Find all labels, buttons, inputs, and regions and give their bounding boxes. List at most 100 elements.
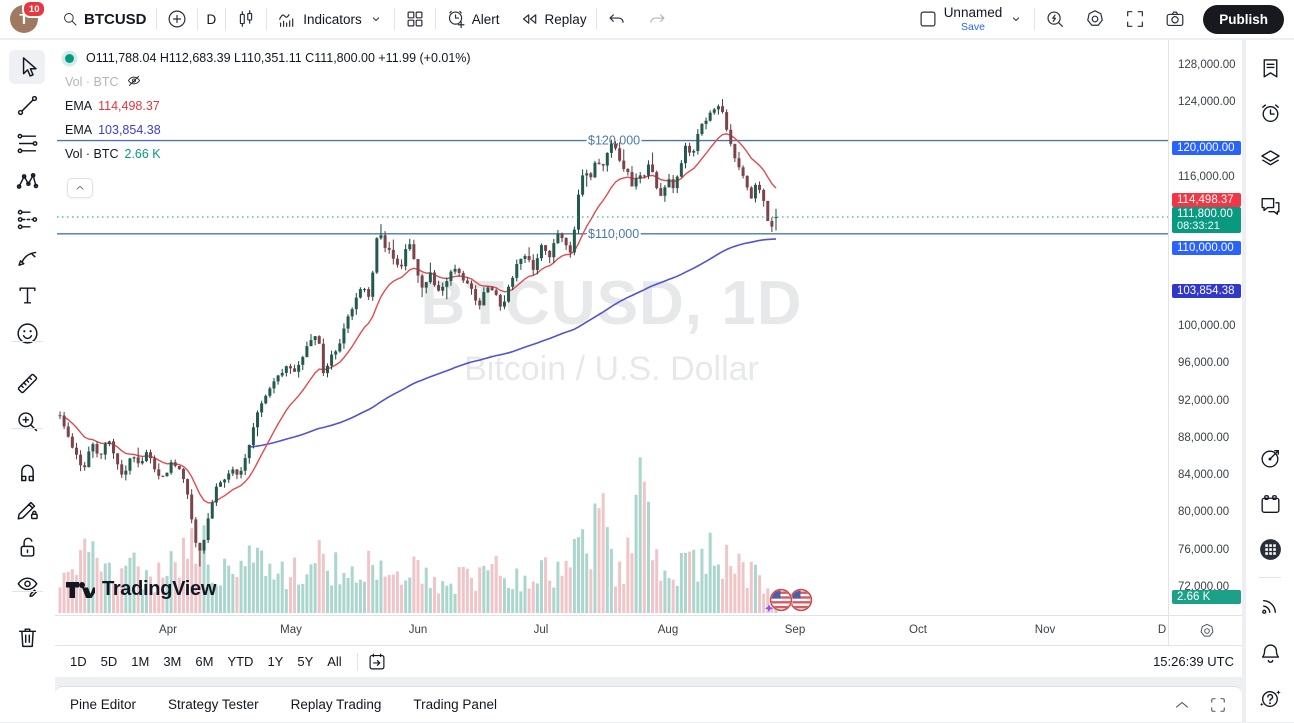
sidebar-calendar-button[interactable] xyxy=(1256,490,1284,518)
top-toolbar: T 10 BTCUSD D Indicators Alert Replay xyxy=(0,0,1294,38)
volume-series xyxy=(58,457,778,613)
chart-style-button[interactable] xyxy=(226,0,266,38)
range-all-button[interactable]: All xyxy=(327,654,342,669)
ema-fast-row[interactable]: EMA 114,498.37 xyxy=(65,97,160,115)
clock-utc[interactable]: 15:26:39 UTC xyxy=(1153,654,1234,669)
range-1m-button[interactable]: 1M xyxy=(131,654,150,669)
bottom-tab-strategy-tester[interactable]: Strategy Tester xyxy=(168,697,259,712)
tool-text-tool-button[interactable] xyxy=(9,278,45,312)
bottom-tab-replay-trading[interactable]: Replay Trading xyxy=(290,697,382,712)
indicators-label: Indicators xyxy=(303,11,362,27)
lock-open-icon xyxy=(14,534,41,561)
volume-hidden-row[interactable]: Vol · BTC xyxy=(65,73,143,91)
sidebar-help-sparkle-button[interactable] xyxy=(1256,684,1284,712)
eye-off-icon[interactable] xyxy=(125,73,143,91)
layout-select-button[interactable]: Unnamed Save xyxy=(908,0,1035,38)
quick-search-button[interactable] xyxy=(1035,0,1075,38)
panel-expand-chevron-icon[interactable] xyxy=(1172,695,1192,715)
range-5y-button[interactable]: 5Y xyxy=(297,654,314,669)
price-badge-266K: 2.66 K xyxy=(1172,590,1241,604)
sidebar-streams-signal-button[interactable] xyxy=(1256,591,1284,619)
tool-emoji-button[interactable] xyxy=(9,316,45,350)
replay-button[interactable]: Replay xyxy=(509,0,596,38)
help-sparkle-icon xyxy=(1258,686,1283,711)
sidebar-notifications-bell-button[interactable] xyxy=(1256,639,1284,667)
range-ytd-button[interactable]: YTD xyxy=(227,654,254,669)
calendar-icon xyxy=(1258,492,1283,517)
publish-button[interactable]: Publish xyxy=(1203,4,1284,34)
price-axis[interactable]: 128,000.00 124,000.00 116,000.00 100,000.00… xyxy=(1168,40,1242,645)
us-flag-icon-left xyxy=(769,588,793,612)
range-6m-button[interactable]: 6M xyxy=(195,654,214,669)
symbol-search-button[interactable]: BTCUSD xyxy=(52,0,156,38)
save-link[interactable]: Save xyxy=(960,20,985,33)
sidebar-alerts-clock-button[interactable] xyxy=(1256,99,1284,127)
chevron-down-icon xyxy=(1007,10,1025,28)
ema-slow-row[interactable]: EMA 103,854.38 xyxy=(65,121,161,139)
sidebar-apps-grid-button[interactable] xyxy=(1256,535,1284,563)
tradingview-logo[interactable]: TradingView xyxy=(65,578,216,601)
tool-zoom-in-button[interactable] xyxy=(9,404,45,438)
emoji-icon xyxy=(14,320,41,347)
badge-countdown: 08:33:21 xyxy=(1177,220,1220,232)
hide-drawings-eye-icon xyxy=(14,572,41,599)
realtime-status-dot xyxy=(65,53,74,63)
tool-projection-button[interactable] xyxy=(9,202,45,236)
chart-settings-button[interactable] xyxy=(1075,0,1115,38)
toolbar-divider xyxy=(155,8,157,30)
candlestick-style-icon xyxy=(235,8,257,30)
user-avatar[interactable]: T 10 xyxy=(10,0,46,33)
bottom-tab-pine-editor[interactable]: Pine Editor xyxy=(70,697,137,712)
tool-trash-button[interactable] xyxy=(9,620,45,654)
tool-drawing-mode-lock-button[interactable] xyxy=(9,492,45,526)
bottom-tab-trading-panel[interactable]: Trading Panel xyxy=(413,697,497,712)
indicators-button[interactable]: Indicators xyxy=(267,0,394,38)
volume-row[interactable]: Vol · BTC 2.66 K xyxy=(65,145,161,163)
time-axis[interactable]: Apr May Jun Jul Aug Sep Oct Nov D xyxy=(55,615,1242,645)
range-1y-button[interactable]: 1Y xyxy=(267,654,284,669)
range-1d-button[interactable]: 1D xyxy=(70,654,87,669)
sparkle-icon xyxy=(764,604,774,613)
tool-cursor-button[interactable] xyxy=(9,50,45,84)
fullscreen-button[interactable] xyxy=(1115,0,1155,38)
undo-button[interactable] xyxy=(597,0,637,38)
legend-collapse-button[interactable] xyxy=(67,178,93,198)
alert-button[interactable]: Alert xyxy=(436,0,509,38)
tool-xabcd-pattern-button[interactable] xyxy=(9,164,45,198)
interval-label: D xyxy=(206,11,217,27)
price-chart[interactable]: $120,000 $110,000 xyxy=(55,40,1168,615)
tool-hide-drawings-eye-button[interactable] xyxy=(9,568,45,602)
sidebar-chat-button[interactable] xyxy=(1256,192,1284,220)
range-3m-button[interactable]: 3M xyxy=(163,654,182,669)
sidebar-watchlist-button[interactable] xyxy=(1256,54,1284,82)
tool-magnet-button[interactable] xyxy=(9,454,45,488)
tool-fib-retracement-button[interactable] xyxy=(9,126,45,160)
price-tick-100000: 100,000.00 xyxy=(1178,320,1236,332)
month-tick-d: D xyxy=(1157,624,1167,636)
panel-maximize-icon[interactable] xyxy=(1208,695,1228,715)
toolbar-divider xyxy=(356,652,358,671)
economic-event-flags[interactable] xyxy=(763,585,815,620)
tool-trend-line-button[interactable] xyxy=(9,88,45,122)
sidebar-screener-radar-button[interactable] xyxy=(1256,444,1284,472)
ohlc-legend-row[interactable]: O111,788.04 H112,683.39 L110,351.11 C111… xyxy=(65,49,471,67)
indicator-templates-button[interactable] xyxy=(395,0,435,38)
volume-hidden-label: Vol · BTC xyxy=(65,75,119,89)
month-tick-apr: Apr xyxy=(159,624,177,636)
badge-price: 114,498.37 xyxy=(1177,194,1234,206)
redo-button[interactable] xyxy=(637,0,677,38)
interval-button[interactable]: D xyxy=(198,0,226,38)
projection-icon xyxy=(14,206,41,233)
tool-brush-button[interactable] xyxy=(9,240,45,274)
axis-settings-gear-icon[interactable] xyxy=(1198,622,1216,640)
snapshot-button[interactable] xyxy=(1155,0,1195,38)
volume-value: 2.66 K xyxy=(124,147,161,161)
range-5d-button[interactable]: 5D xyxy=(100,654,118,669)
tool-lock-open-button[interactable] xyxy=(9,530,45,564)
chart-pane[interactable]: BTCUSD, 1D Bitcoin / U.S. Dollar $120,00… xyxy=(55,40,1242,677)
sidebar-object-tree-layers-button[interactable] xyxy=(1256,144,1284,172)
compare-add-button[interactable] xyxy=(157,0,197,38)
badge-price: 103,854.38 xyxy=(1177,285,1235,297)
tool-ruler-button[interactable] xyxy=(9,366,45,400)
go-to-date-calendar-icon[interactable] xyxy=(366,651,388,673)
